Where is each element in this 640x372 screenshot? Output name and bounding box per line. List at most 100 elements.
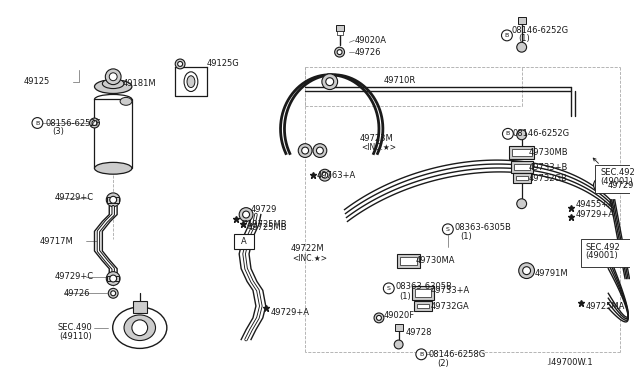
Circle shape: [132, 320, 148, 336]
Text: 49733+A: 49733+A: [431, 286, 470, 295]
Ellipse shape: [184, 72, 198, 92]
Text: (49001): (49001): [586, 251, 618, 260]
Bar: [108, 197, 119, 203]
Circle shape: [593, 178, 607, 192]
Text: 08146-6252G: 08146-6252G: [513, 129, 570, 138]
Ellipse shape: [124, 315, 156, 340]
Text: (1): (1): [519, 34, 531, 43]
Text: 49733+B: 49733+B: [529, 163, 568, 172]
Ellipse shape: [95, 162, 132, 174]
Circle shape: [109, 196, 116, 203]
Bar: [415, 289, 431, 297]
Text: 49729+C: 49729+C: [55, 193, 94, 202]
Circle shape: [106, 193, 120, 207]
Text: 49725MB: 49725MB: [248, 223, 287, 232]
Text: <INC.★>: <INC.★>: [292, 254, 327, 263]
Circle shape: [597, 182, 604, 189]
Circle shape: [243, 211, 250, 218]
Circle shape: [502, 128, 513, 139]
Bar: [95, 99, 132, 168]
Circle shape: [376, 315, 381, 320]
Circle shape: [109, 275, 116, 282]
Text: A: A: [241, 237, 247, 246]
Bar: [516, 176, 527, 180]
Text: <INC.★>: <INC.★>: [361, 143, 396, 152]
Circle shape: [108, 288, 118, 298]
Text: 49729+A: 49729+A: [271, 308, 310, 317]
Bar: [511, 161, 532, 173]
Text: 49730MA: 49730MA: [415, 256, 455, 265]
Bar: [513, 173, 531, 183]
Text: 49726: 49726: [64, 289, 90, 298]
Bar: [414, 301, 432, 311]
Text: (2): (2): [437, 359, 449, 368]
Ellipse shape: [187, 76, 195, 87]
Circle shape: [109, 73, 117, 81]
Circle shape: [374, 313, 384, 323]
Bar: [335, 25, 344, 32]
Bar: [133, 301, 147, 313]
Circle shape: [111, 291, 116, 296]
Bar: [518, 17, 525, 23]
Text: 49791M: 49791M: [534, 269, 568, 278]
Text: 49181M: 49181M: [123, 79, 157, 88]
Circle shape: [383, 283, 394, 294]
Text: 08156-6252F: 08156-6252F: [45, 119, 100, 128]
Text: 49728: 49728: [406, 328, 432, 337]
Circle shape: [316, 147, 323, 154]
Circle shape: [516, 42, 527, 52]
Circle shape: [301, 147, 308, 154]
Text: 49723M: 49723M: [359, 134, 393, 143]
Circle shape: [416, 349, 427, 360]
Circle shape: [322, 172, 328, 178]
Circle shape: [335, 47, 344, 57]
Bar: [108, 276, 119, 282]
Bar: [234, 234, 254, 249]
Bar: [399, 257, 417, 265]
Bar: [514, 164, 529, 170]
Text: B: B: [419, 352, 424, 357]
Ellipse shape: [102, 79, 124, 89]
Text: 49020F: 49020F: [384, 311, 415, 320]
Circle shape: [175, 59, 185, 69]
Bar: [397, 254, 420, 268]
Circle shape: [313, 144, 327, 157]
Text: 49732GB: 49732GB: [529, 174, 568, 183]
Text: 08363-6305B: 08363-6305B: [396, 282, 452, 291]
Text: 49729: 49729: [607, 180, 634, 189]
Text: 08146-6258G: 08146-6258G: [428, 350, 485, 359]
Circle shape: [519, 263, 534, 279]
Text: 08363-6305B: 08363-6305B: [455, 223, 511, 232]
Text: SEC.492: SEC.492: [600, 168, 635, 177]
Circle shape: [319, 169, 331, 181]
Text: 49125: 49125: [24, 77, 50, 86]
Text: (49001): (49001): [600, 177, 633, 186]
Text: S: S: [446, 227, 450, 232]
Circle shape: [92, 121, 97, 125]
Text: ⁉49725MB: ⁉49725MB: [241, 220, 287, 229]
Text: (3): (3): [52, 127, 64, 137]
Text: (1): (1): [399, 292, 412, 301]
Bar: [337, 32, 342, 35]
Text: 49732GA: 49732GA: [431, 302, 470, 311]
Text: (49110): (49110): [59, 332, 92, 341]
Ellipse shape: [113, 307, 167, 349]
Text: 49020A: 49020A: [355, 36, 387, 45]
Text: 49722M: 49722M: [291, 244, 324, 253]
Bar: [509, 146, 534, 160]
Bar: [512, 148, 532, 157]
Ellipse shape: [95, 80, 132, 93]
Text: SEC.492: SEC.492: [586, 243, 620, 251]
Circle shape: [239, 208, 253, 221]
Text: 49710R: 49710R: [384, 76, 416, 85]
Text: S: S: [387, 286, 391, 291]
Circle shape: [326, 78, 333, 86]
Text: 49729+A: 49729+A: [576, 210, 615, 219]
Text: 49729: 49729: [251, 205, 277, 214]
Circle shape: [298, 144, 312, 157]
Bar: [412, 286, 434, 300]
Bar: [595, 165, 640, 193]
Text: 49717M: 49717M: [40, 237, 73, 246]
Circle shape: [523, 267, 531, 275]
Text: (1): (1): [461, 232, 472, 241]
